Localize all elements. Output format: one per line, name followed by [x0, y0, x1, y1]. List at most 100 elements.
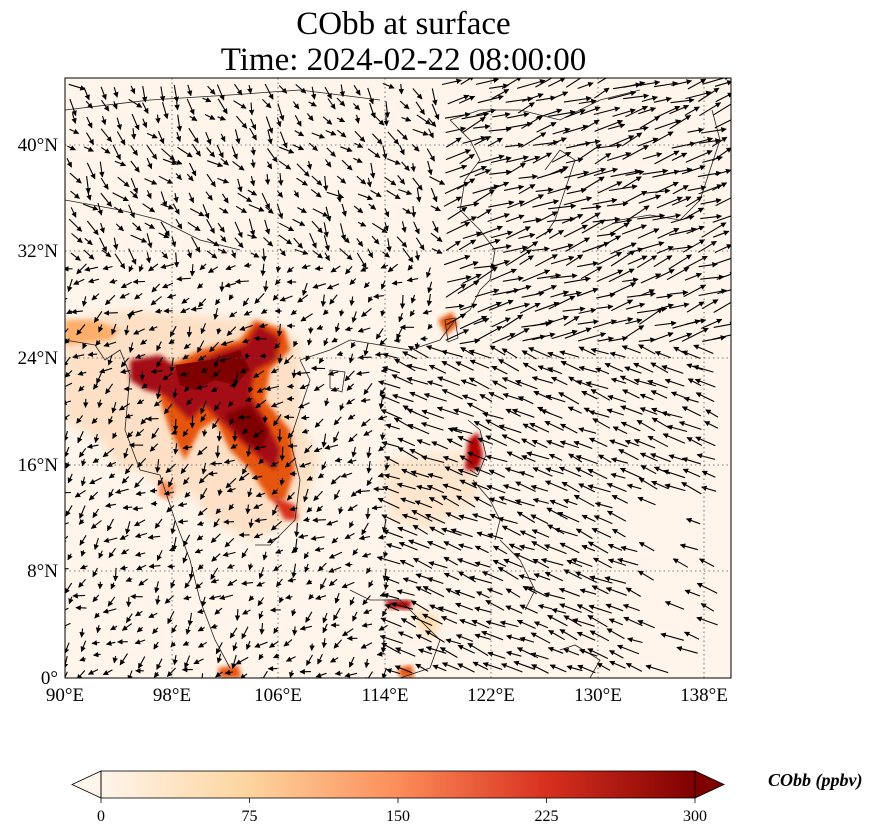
wind-arrow — [383, 115, 389, 127]
wind-arrow — [562, 124, 589, 134]
wind-arrow — [262, 99, 272, 109]
wind-arrow — [107, 354, 113, 366]
wind-arrow — [65, 328, 69, 339]
wind-arrow — [411, 143, 420, 152]
wind-arrow — [237, 192, 253, 203]
wind-arrow — [83, 146, 94, 152]
wind-arrow — [402, 207, 412, 215]
wind-arrow — [476, 225, 503, 237]
wind-arrow — [243, 262, 252, 268]
wind-arrow — [217, 177, 230, 184]
wind-arrow — [207, 85, 216, 95]
wind-arrow — [489, 169, 512, 176]
wind-arrow — [206, 219, 215, 234]
lat-tick-label: 40°N — [18, 135, 59, 156]
wind-arrow — [713, 301, 731, 313]
wind-arrow — [398, 83, 404, 95]
wind-arrow — [550, 255, 575, 265]
wind-arrow — [431, 103, 440, 121]
wind-arrow — [97, 581, 103, 590]
wind-arrow — [69, 172, 82, 184]
wind-arrow — [386, 190, 401, 200]
wind-arrow — [86, 220, 99, 236]
wind-arrow — [702, 155, 723, 163]
wind-arrow — [386, 238, 392, 253]
lon-tick-label: 106°E — [254, 685, 302, 706]
wind-arrow — [214, 445, 221, 459]
wind-arrow — [406, 276, 419, 283]
wind-arrow — [325, 129, 337, 136]
wind-arrow — [521, 291, 545, 298]
wind-arrow — [654, 119, 682, 130]
wind-arrow — [669, 332, 693, 343]
wind-arrow — [128, 204, 135, 219]
wind-arrow — [576, 139, 601, 146]
wind-arrow — [384, 207, 390, 218]
wind-arrow — [670, 214, 695, 224]
wind-arrow — [207, 160, 224, 168]
wind-arrow — [130, 128, 137, 140]
wind-arrow — [169, 325, 177, 338]
wind-arrow — [447, 275, 472, 283]
wind-arrow — [367, 148, 381, 158]
wind-arrow — [308, 101, 317, 107]
wind-arrow — [344, 326, 353, 332]
wind-arrow — [189, 208, 205, 217]
wind-arrow — [534, 301, 560, 312]
wind-arrow — [130, 234, 148, 243]
wind-arrow — [597, 251, 623, 266]
wind-arrow — [261, 308, 268, 314]
wind-arrow — [702, 78, 731, 85]
wind-arrow — [217, 248, 228, 254]
wind-arrow — [158, 232, 170, 239]
wind-arrow — [250, 159, 256, 169]
wind-arrow — [396, 129, 408, 141]
wind-arrow — [701, 127, 727, 134]
wind-arrow — [668, 254, 692, 270]
wind-arrow — [686, 301, 705, 313]
wind-arrow — [300, 313, 313, 322]
wind-arrow — [393, 337, 401, 343]
wind-arrow — [85, 100, 93, 109]
wind-arrow — [610, 250, 636, 267]
wind-vectors — [65, 78, 731, 678]
wind-arrow — [654, 150, 680, 165]
wind-arrow — [592, 197, 618, 205]
wind-arrow — [336, 97, 346, 107]
wind-arrow — [456, 178, 476, 190]
wind-arrow — [536, 122, 557, 133]
wind-arrow — [111, 323, 117, 335]
wind-arrow — [596, 235, 622, 250]
wind-arrow — [627, 255, 648, 265]
wind-arrow — [580, 119, 600, 131]
wind-arrow — [491, 88, 510, 100]
wind-arrow — [684, 207, 704, 220]
wind-arrow — [380, 280, 386, 290]
wind-arrow — [84, 237, 93, 246]
wind-arrow — [375, 328, 384, 340]
wind-arrow — [701, 299, 719, 310]
wind-arrow — [491, 317, 511, 328]
wind-arrow — [610, 242, 637, 255]
wind-arrow — [716, 271, 731, 280]
wind-arrow — [667, 167, 693, 175]
wind-arrow — [339, 309, 345, 317]
wind-arrow — [306, 160, 313, 170]
wind-arrow — [173, 192, 179, 203]
wind-arrow — [146, 157, 153, 170]
wind-arrow — [472, 184, 500, 194]
wind-arrow — [638, 80, 661, 86]
wind-arrow — [72, 593, 86, 599]
wind-arrow — [699, 102, 722, 117]
wind-arrow — [549, 229, 565, 239]
wind-arrow — [594, 87, 610, 99]
wind-arrow — [279, 295, 293, 302]
wind-arrow — [671, 196, 692, 206]
wind-arrow — [226, 326, 237, 336]
wind-arrow — [242, 297, 250, 307]
wind-arrow — [76, 324, 86, 336]
wind-arrow — [160, 203, 174, 210]
wind-arrow — [625, 302, 646, 310]
wind-arrow — [427, 323, 434, 330]
